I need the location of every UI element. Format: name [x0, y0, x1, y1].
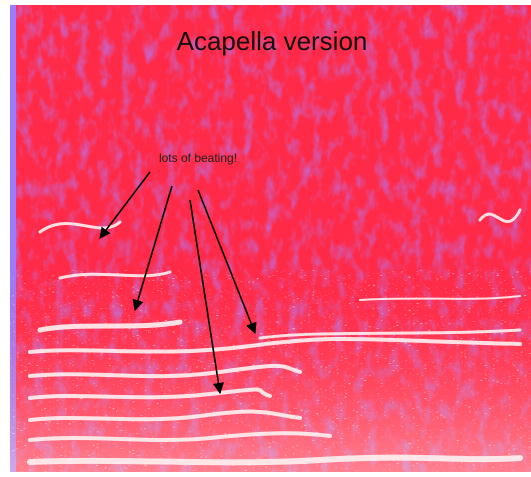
spectrogram-figure: Acapella version lots of beating! [0, 0, 531, 477]
spectrogram [10, 5, 531, 472]
title: Acapella version [177, 26, 368, 56]
annotation: lots of beating! [159, 151, 237, 165]
